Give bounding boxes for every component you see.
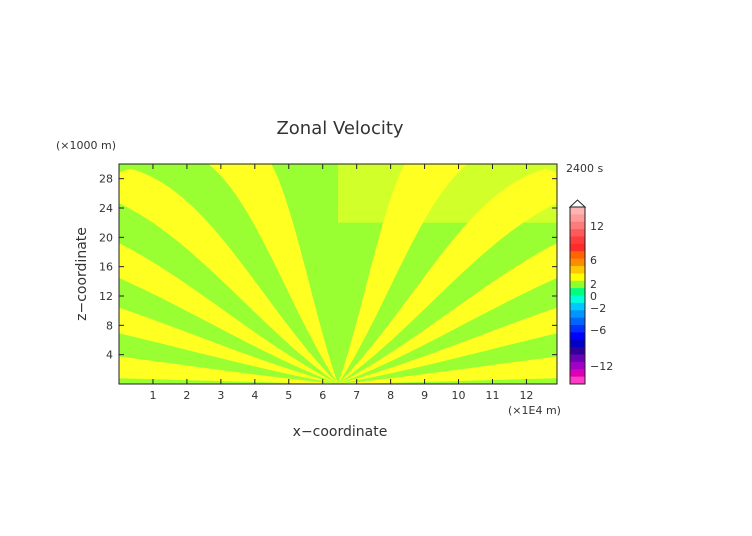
colorbar-label: −6 bbox=[590, 324, 606, 337]
chart-title: Zonal Velocity bbox=[276, 118, 403, 139]
colorbar-label: 6 bbox=[590, 254, 597, 267]
colorbar-swatch bbox=[570, 332, 585, 341]
colorbar-swatch bbox=[570, 302, 585, 311]
y-axis-label: z−coordinate bbox=[74, 227, 90, 321]
x-tick-label: 12 bbox=[519, 389, 533, 402]
positive-velocity-band bbox=[208, 164, 338, 384]
y-tick-label: 20 bbox=[99, 231, 113, 244]
colorbar-label: 0 bbox=[590, 290, 597, 303]
colorbar-label: −2 bbox=[590, 302, 606, 315]
y-tick-label: 8 bbox=[106, 319, 113, 332]
x-tick-label: 3 bbox=[217, 389, 224, 402]
x-tick-label: 11 bbox=[485, 389, 499, 402]
colorbar-swatch bbox=[570, 325, 585, 333]
colorbar-label: 2 bbox=[590, 278, 597, 291]
x-tick-label: 2 bbox=[183, 389, 190, 402]
x-tick-label: 10 bbox=[452, 389, 466, 402]
positive-velocity-band bbox=[338, 243, 557, 384]
colorbar-swatch bbox=[570, 288, 585, 297]
colorbar-swatch bbox=[570, 317, 585, 326]
colorbar-swatch bbox=[570, 273, 585, 282]
colorbar-swatch bbox=[570, 214, 585, 223]
colorbar-swatch bbox=[570, 310, 585, 319]
x-tick-label: 5 bbox=[285, 389, 292, 402]
x-tick-label: 4 bbox=[251, 389, 258, 402]
colorbar-swatch bbox=[570, 207, 585, 215]
positive-velocity-band bbox=[338, 307, 557, 384]
y-tick-label: 16 bbox=[99, 261, 113, 274]
colorbar-swatch bbox=[570, 229, 585, 238]
colorbar-swatch bbox=[570, 295, 585, 304]
x-tick-label: 7 bbox=[353, 389, 360, 402]
colorbar-swatch bbox=[570, 280, 585, 289]
positive-velocity-band bbox=[119, 356, 338, 384]
positive-velocity-region bbox=[338, 164, 557, 223]
colorbar-swatch bbox=[570, 243, 585, 252]
colorbar-swatch bbox=[570, 258, 585, 267]
positive-velocity-band bbox=[119, 168, 338, 384]
x-tick-label: 6 bbox=[319, 389, 326, 402]
positive-velocity-band bbox=[119, 307, 338, 384]
colorbar-swatch bbox=[570, 361, 585, 370]
y-tick-label: 24 bbox=[99, 202, 113, 215]
x-unit-label: (×1E4 m) bbox=[508, 404, 561, 417]
y-unit-label: (×1000 m) bbox=[56, 139, 116, 152]
positive-velocity-band bbox=[119, 243, 338, 384]
colorbar-swatch bbox=[570, 354, 585, 363]
plot-area bbox=[119, 164, 557, 384]
colorbar-swatch bbox=[570, 236, 585, 245]
y-tick-label: 28 bbox=[99, 173, 113, 186]
colorbar-swatch bbox=[570, 347, 585, 356]
colorbar-swatch bbox=[570, 339, 585, 348]
colorbar-swatch bbox=[570, 369, 585, 378]
colorbar-swatch bbox=[570, 376, 585, 385]
y-tick-label: 12 bbox=[99, 290, 113, 303]
colorbar-swatch bbox=[570, 221, 585, 230]
y-tick-label: 4 bbox=[106, 349, 113, 362]
positive-velocity-band bbox=[338, 356, 557, 384]
time-label: 2400 s bbox=[566, 162, 603, 175]
colorbar-overflow-arrow bbox=[568, 199, 587, 208]
colorbar-swatch bbox=[570, 251, 585, 260]
x-tick-label: 8 bbox=[387, 389, 394, 402]
x-tick-label: 1 bbox=[149, 389, 156, 402]
colorbar: 12 6 20−2 −6 −12 bbox=[568, 199, 613, 385]
x-tick-label: 9 bbox=[421, 389, 428, 402]
plot-frame bbox=[118, 163, 558, 385]
colorbar-label: 12 bbox=[590, 220, 604, 233]
colorbar-frame bbox=[569, 206, 586, 385]
x-axis-label: x−coordinate bbox=[293, 424, 388, 440]
colorbar-swatch bbox=[570, 266, 585, 274]
colorbar-label: −12 bbox=[590, 360, 613, 373]
